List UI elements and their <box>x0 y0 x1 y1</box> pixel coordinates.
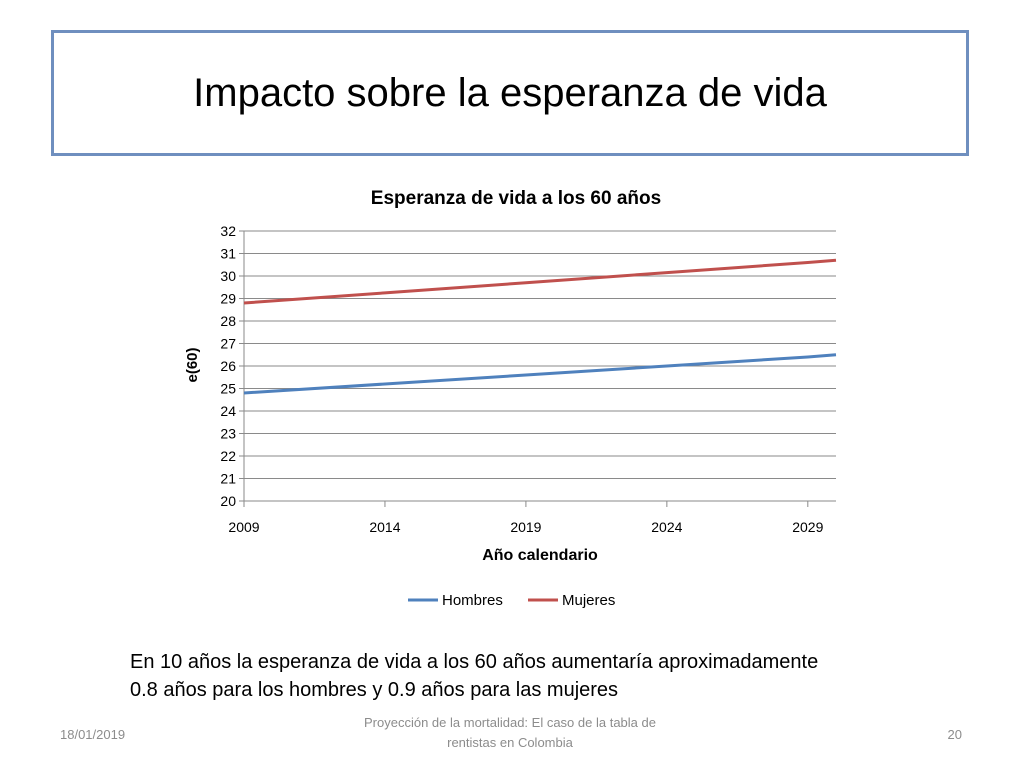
x-tick-label: 2019 <box>510 519 541 535</box>
y-tick-label: 31 <box>220 246 236 262</box>
gridlines <box>243 230 836 502</box>
x-axis-ticks: 2009 2014 2019 2024 2029 <box>228 501 824 535</box>
footer-date: 18/01/2019 <box>60 727 126 742</box>
series-line-mujeres <box>243 258 837 305</box>
y-tick-label: 25 <box>220 381 236 397</box>
line-chart-svg: Esperanza de vida a los 60 años 20 21 22 23… <box>184 188 837 609</box>
y-axis-label: e(60) <box>184 347 201 382</box>
legend-label-hombres: Hombres <box>442 592 503 609</box>
y-tick-label: 23 <box>220 426 236 442</box>
body-text: En 10 años la esperanza de vida a los 60… <box>130 651 819 701</box>
y-tick-label: 21 <box>220 471 236 487</box>
y-tick-label: 32 <box>220 223 236 239</box>
title-box: Impacto sobre la esperanza de vida <box>51 30 969 156</box>
slide-title: Impacto sobre la esperanza de vida <box>193 70 827 115</box>
y-tick-label: 30 <box>220 268 236 284</box>
legend: Hombres Mujeres <box>408 592 615 609</box>
x-tick-label: 2024 <box>651 519 682 535</box>
x-tick-label: 2014 <box>369 519 400 535</box>
legend-label-mujeres: Mujeres <box>562 592 615 609</box>
x-tick-label: 2029 <box>792 519 823 535</box>
x-tick-label: 2009 <box>228 519 259 535</box>
y-tick-label: 27 <box>220 336 236 352</box>
footer-caption: Proyección de la mortalidad: El caso de … <box>364 715 656 750</box>
page-number: 20 <box>947 727 962 742</box>
y-tick-label: 29 <box>220 291 236 307</box>
series-lines <box>243 258 837 395</box>
x-axis-label: Año calendario <box>482 547 598 564</box>
y-axis-ticks: 20 21 22 23 24 25 26 27 28 29 30 31 32 <box>220 223 244 509</box>
y-tick-label: 28 <box>220 313 236 329</box>
y-tick-label: 20 <box>220 493 236 509</box>
y-tick-label: 26 <box>220 358 236 374</box>
y-tick-label: 24 <box>220 403 236 419</box>
series-line-hombres <box>243 353 837 395</box>
y-tick-label: 22 <box>220 448 236 464</box>
chart-title: Esperanza de vida a los 60 años <box>371 188 661 209</box>
chart: Esperanza de vida a los 60 años 20 21 22 23… <box>170 178 850 633</box>
